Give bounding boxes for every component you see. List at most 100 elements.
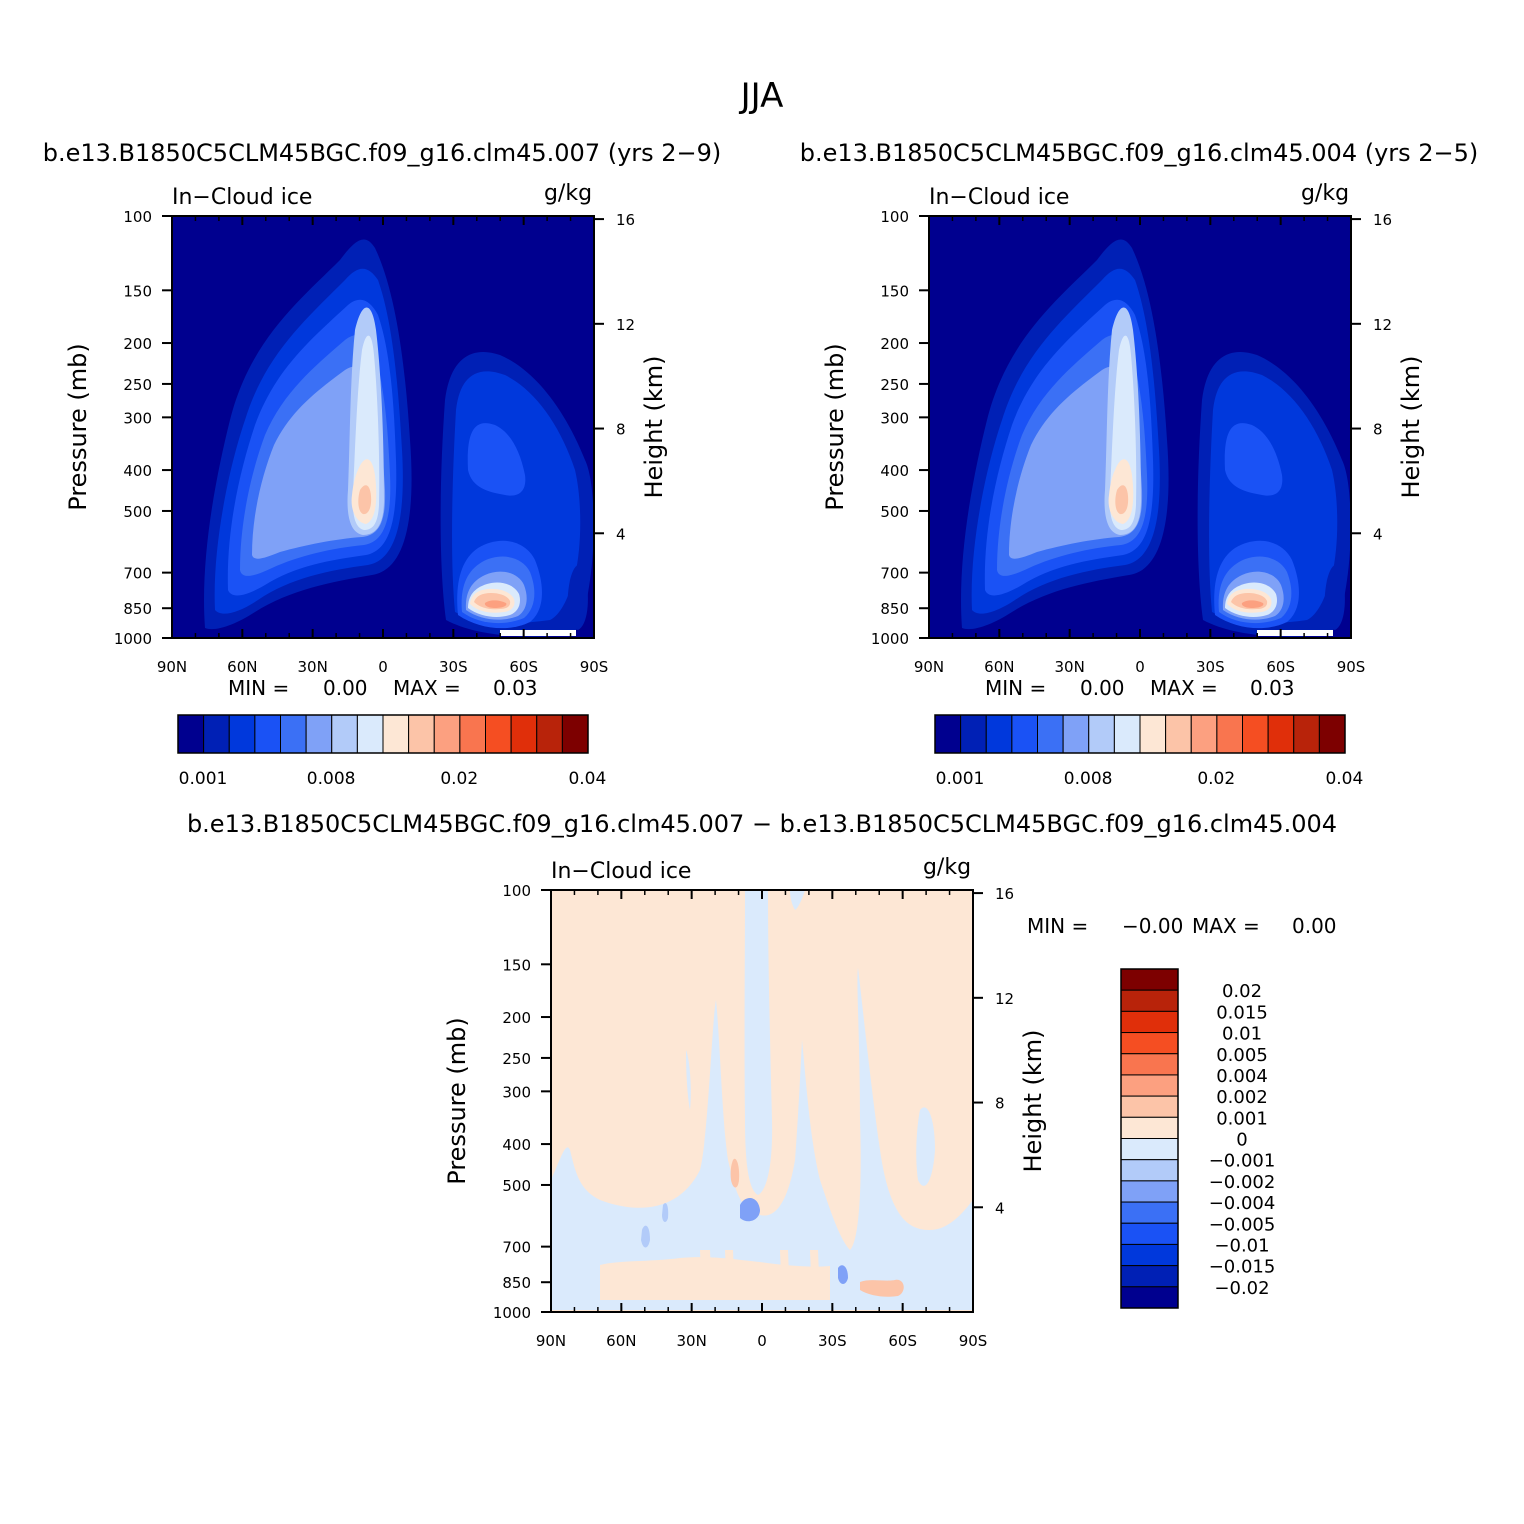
colorbar-label: −0.005 bbox=[1209, 1214, 1276, 1235]
max-label: MAX = bbox=[1150, 676, 1218, 700]
colorbar-swatch bbox=[1190, 714, 1218, 754]
contour-small-features bbox=[641, 1158, 904, 1297]
max-value: 0.03 bbox=[493, 676, 538, 700]
y2-tick-label: 8 bbox=[616, 421, 626, 439]
colorbar-swatch bbox=[1120, 1095, 1179, 1118]
y-axis-label: Pressure (mb) bbox=[821, 343, 849, 510]
colorbar-label: 0.008 bbox=[307, 769, 356, 789]
colorbar-swatch bbox=[1318, 714, 1346, 754]
y-tick-label: 150 bbox=[502, 956, 531, 974]
y-tick-label: 400 bbox=[880, 462, 909, 480]
colorbar-swatch bbox=[1037, 714, 1064, 754]
colorbar-swatch bbox=[985, 714, 1013, 754]
min-label: MIN = bbox=[1027, 914, 1088, 938]
colorbar-swatch bbox=[1120, 1138, 1179, 1161]
colorbar-label: 0 bbox=[1236, 1130, 1247, 1151]
y-tick-label: 700 bbox=[123, 565, 152, 583]
colorbar-swatch bbox=[1088, 714, 1115, 754]
y-tick-label: 100 bbox=[880, 208, 909, 226]
y-tick-label: 700 bbox=[502, 1239, 531, 1257]
panel-b-axes: 90N 60N 30N 0 30S 60S 90S 100 150 200 250 300 400 500… bbox=[821, 181, 1425, 676]
colorbar-swatch bbox=[536, 714, 563, 754]
units-label: g/kg bbox=[544, 181, 592, 206]
colorbar-swatch bbox=[1120, 1286, 1179, 1309]
missing-data-strip bbox=[500, 630, 576, 636]
x-tick-label: 30N bbox=[1055, 658, 1085, 676]
y2-tick-label: 12 bbox=[995, 990, 1014, 1008]
x-tick-label: 0 bbox=[1135, 658, 1145, 676]
x-tick-label: 30N bbox=[298, 658, 328, 676]
colorbar-swatch bbox=[1242, 714, 1269, 754]
y2-tick-label: 4 bbox=[616, 525, 626, 543]
panel-c-colorbar: MIN = −0.00 MAX = 0.000.020.0150.010.0050.0… bbox=[1027, 914, 1337, 1309]
y-axis-label: Pressure (mb) bbox=[443, 1017, 471, 1184]
colorbar-swatch bbox=[305, 714, 333, 754]
y-tick-label: 200 bbox=[502, 1009, 531, 1027]
colorbar-label: 0.002 bbox=[1216, 1087, 1268, 1108]
y2-tick-label: 4 bbox=[995, 1199, 1005, 1217]
y-tick-label: 200 bbox=[880, 335, 909, 353]
y-tick-label: 500 bbox=[502, 1177, 531, 1195]
colorbar-swatch bbox=[228, 714, 256, 754]
colorbar-swatch bbox=[1165, 714, 1192, 754]
colorbar-swatch bbox=[382, 714, 410, 754]
y-axis-label: Pressure (mb) bbox=[64, 343, 92, 510]
colorbar-swatch bbox=[1120, 968, 1179, 991]
contour-tropical-tower bbox=[204, 239, 412, 630]
colorbar-swatch bbox=[459, 714, 486, 754]
x-tick-label: 0 bbox=[757, 1332, 767, 1350]
colorbar-swatch bbox=[1139, 714, 1167, 754]
colorbar-swatch bbox=[356, 714, 384, 754]
colorbar-swatch bbox=[254, 714, 281, 754]
x-tick-label: 90S bbox=[959, 1332, 988, 1350]
panel-b-contours bbox=[929, 216, 1351, 638]
y2-axis-label: Height (km) bbox=[1019, 1030, 1047, 1173]
panel-a-contours bbox=[172, 216, 594, 638]
y-tick-label: 850 bbox=[880, 600, 909, 618]
colorbar-swatch bbox=[934, 714, 962, 754]
colorbar-label: 0.001 bbox=[179, 769, 228, 789]
colorbar-label: 0.04 bbox=[568, 769, 606, 789]
colorbar-label: 0.001 bbox=[1216, 1108, 1268, 1129]
panel-c-title: b.e13.B1850C5CLM45BGC.f09_g16.clm45.007 … bbox=[187, 810, 1337, 838]
panel-b-colorbar: MIN = 0.00 MAX = 0.03 0.001 0.008 0.02 0.04 bbox=[934, 676, 1363, 789]
colorbar-label: 0.001 bbox=[936, 769, 985, 789]
y-tick-label: 1000 bbox=[871, 630, 909, 648]
colorbar-label: 0.015 bbox=[1216, 1002, 1268, 1023]
max-label: MAX = bbox=[1192, 914, 1260, 938]
colorbar-frame bbox=[177, 714, 589, 754]
y-tick-label: 200 bbox=[123, 335, 152, 353]
colorbar-swatch bbox=[1120, 1201, 1179, 1224]
y-tick-label: 300 bbox=[502, 1083, 531, 1101]
colorbar-swatch bbox=[1011, 714, 1038, 754]
x-tick-label: 90N bbox=[157, 658, 187, 676]
y-tick-label: 250 bbox=[123, 376, 152, 394]
colorbar-swatch bbox=[1267, 714, 1295, 754]
y2-tick-label: 16 bbox=[995, 885, 1014, 903]
colorbar-label: 0.005 bbox=[1216, 1045, 1268, 1066]
colorbar-swatch bbox=[203, 714, 230, 754]
y2-tick-label: 16 bbox=[1373, 211, 1392, 229]
colorbar-frame bbox=[934, 714, 1346, 754]
x-tick-label: 30N bbox=[677, 1332, 707, 1350]
x-tick-label: 30S bbox=[1196, 658, 1225, 676]
colorbar-label: −0.02 bbox=[1214, 1278, 1269, 1299]
x-tick-label: 60S bbox=[509, 658, 538, 676]
colorbar-swatch bbox=[960, 714, 987, 754]
x-tick-label: 60S bbox=[888, 1332, 917, 1350]
colorbar-swatch bbox=[1113, 714, 1141, 754]
y-tick-label: 100 bbox=[123, 208, 152, 226]
variable-label: In−Cloud ice bbox=[929, 185, 1069, 210]
min-label: MIN = bbox=[985, 676, 1046, 700]
x-tick-label: 90N bbox=[914, 658, 944, 676]
y2-tick-label: 4 bbox=[1373, 525, 1383, 543]
colorbar-swatch bbox=[1120, 1222, 1179, 1245]
x-tick-label: 60N bbox=[606, 1332, 636, 1350]
colorbar-label: 0.02 bbox=[1222, 981, 1262, 1002]
panel-a-plot: 90N 60N 30N 0 30S 60S 90S 100 150 200 250 300 400 500… bbox=[64, 181, 668, 676]
colorbar-swatch bbox=[408, 714, 435, 754]
y-tick-label: 250 bbox=[880, 376, 909, 394]
y-tick-label: 400 bbox=[123, 462, 152, 480]
x-tick-label: 90N bbox=[536, 1332, 566, 1350]
x-tick-label: 60N bbox=[227, 658, 257, 676]
